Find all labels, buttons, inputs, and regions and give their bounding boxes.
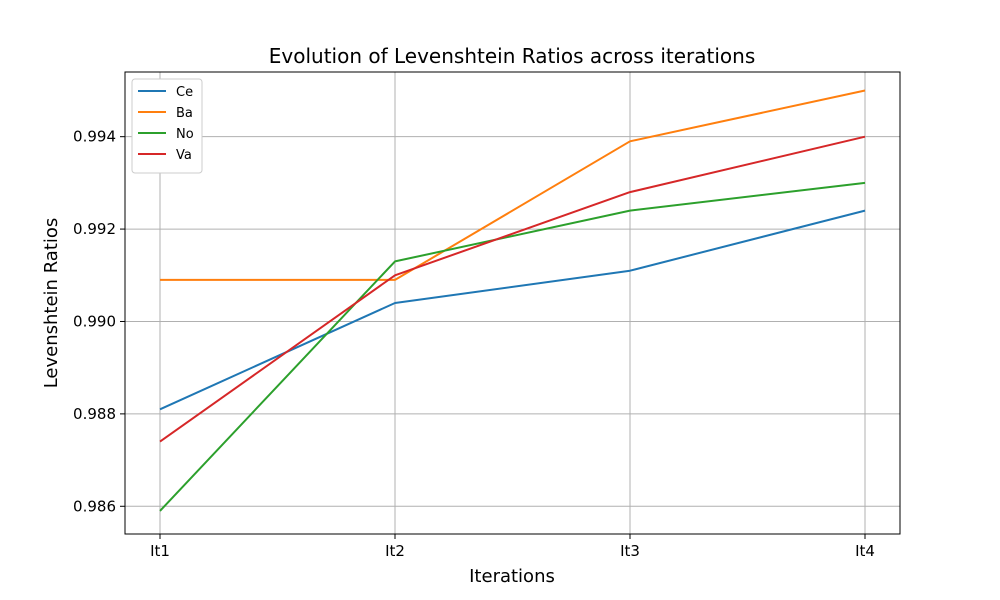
- x-tick-label: It1: [150, 542, 170, 560]
- legend-entry: No: [176, 127, 194, 142]
- legend: Ce Ba No Va: [131, 78, 203, 174]
- y-axis-label: Levenshtein Ratios: [41, 218, 62, 389]
- x-axis-ticks: It1 It2 It3 It4: [150, 534, 875, 560]
- legend-box: [131, 78, 203, 174]
- chart-title: Evolution of Levenshtein Ratios across i…: [269, 44, 756, 68]
- y-tick-label: 0.986: [73, 497, 116, 515]
- series-line-ce: [159, 209, 866, 411]
- legend-entry: Ce: [176, 85, 193, 100]
- series-line-va: [159, 135, 866, 443]
- x-tick-label: It3: [620, 542, 640, 560]
- y-tick-label: 0.990: [73, 312, 116, 330]
- legend-entry: Ba: [176, 106, 193, 121]
- y-tick-label: 0.988: [73, 405, 116, 423]
- legend-entry: Va: [176, 148, 192, 163]
- series-lines: [159, 89, 866, 512]
- x-tick-label: It4: [855, 542, 875, 560]
- y-tick-label: 0.992: [73, 220, 116, 238]
- x-tick-label: It2: [385, 542, 405, 560]
- plot-frame: [124, 71, 901, 535]
- series-line-no: [159, 181, 866, 512]
- series-line-ba: [160, 89, 866, 281]
- y-tick-label: 0.994: [73, 128, 116, 146]
- y-axis-ticks: 0.986 0.988 0.990 0.992 0.994: [73, 128, 125, 515]
- x-axis-label: Iterations: [469, 566, 555, 587]
